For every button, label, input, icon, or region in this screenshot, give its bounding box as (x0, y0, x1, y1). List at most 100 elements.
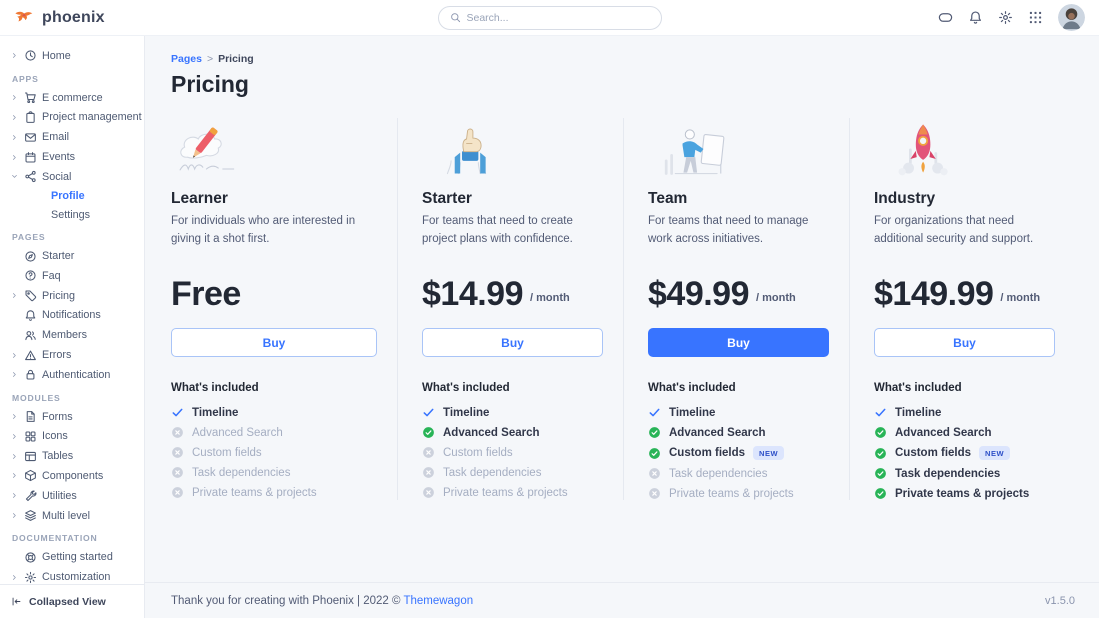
sidebar-item-label: Notifications (42, 309, 101, 322)
feature-label: Advanced Search (192, 426, 283, 439)
sidebar-item-label: Utilities (42, 489, 77, 502)
sidebar-item-icons[interactable]: Icons (10, 427, 138, 447)
sidebar-item-faq[interactable]: Faq (10, 266, 138, 286)
feature-label: Advanced Search (895, 426, 992, 439)
circle-x-icon (171, 426, 184, 439)
plan-price: Free (171, 274, 241, 313)
chevron-right-icon (10, 351, 19, 360)
plan-name: Learner (171, 190, 228, 207)
chevron-right-icon (10, 511, 19, 520)
sidebar-subitem-profile[interactable]: Profile (51, 190, 85, 203)
package-icon (24, 469, 37, 482)
plan-name: Team (648, 190, 688, 207)
feature-label: Task dependencies (192, 466, 291, 479)
feature-label: Task dependencies (669, 467, 768, 480)
sidebar-item-home[interactable]: Home (10, 46, 138, 66)
sidebar-item-components[interactable]: Components (10, 466, 138, 486)
sidebar-item-project-management[interactable]: Project management (10, 108, 142, 128)
grid-9-icon[interactable] (1028, 10, 1043, 25)
sidebar-item-events[interactable]: Events (10, 147, 138, 167)
feature-list: Timeline Advanced Search Custom fields NEW T… (648, 406, 829, 500)
circle-x-icon (422, 486, 435, 499)
circle-x-icon (422, 446, 435, 459)
theme-toggle-icon[interactable] (938, 10, 953, 25)
sidebar-item-label: Errors (42, 349, 72, 362)
plan-card-starter: Starter For teams that need to create pro… (397, 118, 623, 500)
sidebar-item-utilities[interactable]: Utilities (10, 486, 138, 506)
feature-label: Private teams & projects (192, 486, 317, 499)
themewagon-link[interactable]: Themewagon (403, 594, 474, 607)
sidebar-subitem-settings[interactable]: Settings (51, 208, 91, 221)
chevron-right-icon (10, 93, 19, 102)
check-icon (171, 406, 184, 419)
plan-card-team: Team For teams that need to manage work a… (623, 118, 849, 500)
sidebar-item-forms[interactable]: Forms (10, 407, 138, 427)
global-search[interactable] (437, 5, 662, 30)
team-board-illustration (648, 118, 829, 178)
chevron-spacer (10, 331, 19, 340)
feature-label: Task dependencies (895, 467, 1001, 480)
plan-description: For organizations that need additional s… (874, 215, 1034, 245)
search-input[interactable] (466, 11, 650, 24)
feature-item-task-dependencies: Task dependencies (874, 467, 1055, 480)
buy-button-team[interactable]: Buy (648, 328, 829, 357)
feature-item-custom-fields: Custom fields NEW (648, 446, 829, 460)
share-icon (24, 170, 37, 183)
sidebar-item-label: Project management (42, 111, 142, 124)
circle-check-icon (874, 487, 887, 500)
sidebar-item-customization[interactable]: Customization (10, 567, 138, 584)
sidebar-item-starter[interactable]: Starter (10, 246, 138, 266)
feature-label: Custom fields (443, 446, 513, 459)
plan-description: For individuals who are interested in gi… (171, 215, 356, 245)
chevron-spacer (10, 271, 19, 280)
sidebar-item-email[interactable]: Email (10, 127, 138, 147)
breadcrumb-pages-link[interactable]: Pages (171, 53, 202, 65)
main-content: Pages > Pricing Pricing Learner For indiv… (145, 36, 1099, 618)
feature-item-private-teams-projects: Private teams & projects (422, 486, 603, 499)
gear-icon (24, 571, 37, 584)
content-area: Pages > Pricing Pricing Learner For indiv… (145, 36, 1099, 582)
feature-item-custom-fields: Custom fields (171, 446, 377, 459)
brand-logo[interactable]: phoenix (14, 9, 105, 27)
plan-name: Industry (874, 190, 936, 207)
sidebar-item-pricing[interactable]: Pricing (10, 286, 138, 306)
sidebar-item-label: Getting started (42, 551, 113, 564)
brand-name: phoenix (42, 8, 105, 26)
feature-list: Timeline Advanced Search Custom fields Task… (171, 406, 377, 499)
clock-icon (24, 49, 37, 62)
sidebar-item-e-commerce[interactable]: E commerce (10, 88, 138, 108)
clipboard-icon (24, 111, 37, 124)
plan-description: For teams that need to manage work acros… (648, 215, 809, 245)
sidebar-item-members[interactable]: Members (10, 325, 138, 345)
sidebar-item-authentication[interactable]: Authentication (10, 365, 138, 385)
app-layout: Home APPS E commerce Project management Emai… (0, 36, 1099, 618)
collapsed-view-toggle[interactable]: Collapsed View (0, 584, 144, 618)
buy-button-learner[interactable]: Buy (171, 328, 377, 357)
user-avatar[interactable] (1058, 4, 1085, 31)
sidebar-section-label: MODULES (12, 392, 61, 403)
chevron-right-icon (10, 113, 19, 122)
feature-label: Private teams & projects (443, 486, 568, 499)
sidebar: Home APPS E commerce Project management Emai… (0, 36, 145, 618)
circle-check-icon (874, 426, 887, 439)
bell-icon[interactable] (968, 10, 983, 25)
feature-item-custom-fields: Custom fields (422, 446, 603, 459)
buy-button-industry[interactable]: Buy (874, 328, 1055, 357)
table-icon (24, 450, 37, 463)
breadcrumb: Pages > Pricing (171, 53, 1075, 65)
collapsed-view-label: Collapsed View (29, 595, 106, 608)
sidebar-item-errors[interactable]: Errors (10, 345, 138, 365)
sidebar-item-multi-level[interactable]: Multi level (10, 506, 138, 526)
sidebar-item-notifications[interactable]: Notifications (10, 306, 138, 326)
sidebar-item-getting-started[interactable]: Getting started (10, 547, 138, 567)
circle-x-icon (171, 446, 184, 459)
circle-check-icon (874, 467, 887, 480)
plan-price-row: Free (171, 271, 377, 317)
buy-button-starter[interactable]: Buy (422, 328, 603, 357)
plan-price-row: $49.99 / month (648, 271, 829, 317)
sidebar-item-tables[interactable]: Tables (10, 446, 138, 466)
sidebar-item-social[interactable]: Social (10, 167, 138, 187)
gear-icon[interactable] (998, 10, 1013, 25)
sidebar-item-label: Customization (42, 571, 111, 584)
lock-icon (24, 368, 37, 381)
